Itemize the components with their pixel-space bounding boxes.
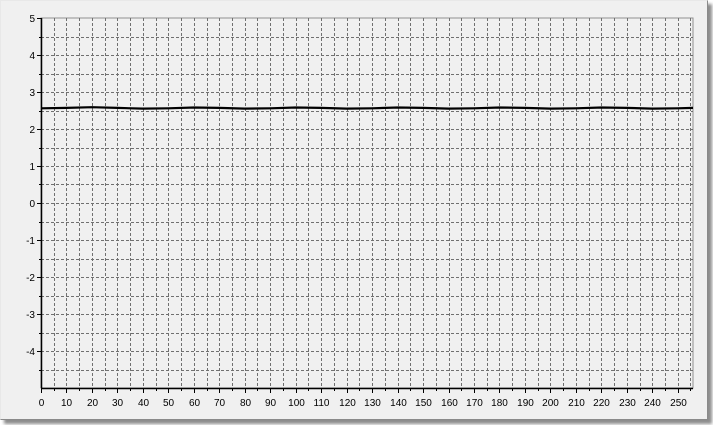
y-tick-label: 5 <box>29 14 35 25</box>
x-tick-label: 190 <box>517 398 534 409</box>
y-tick-label: -2 <box>26 273 35 284</box>
y-tick-label: 4 <box>29 51 35 62</box>
x-tick-label: 230 <box>619 398 636 409</box>
x-tick-label: 250 <box>670 398 687 409</box>
x-tick-label: 110 <box>314 398 330 409</box>
x-tick-label: 120 <box>339 398 356 409</box>
x-tick-label: 50 <box>163 398 175 409</box>
y-tick-label: -4 <box>26 347 35 358</box>
x-tick-label: 160 <box>441 398 458 409</box>
x-tick-label: 40 <box>138 398 150 409</box>
x-tick-label: 210 <box>568 398 585 409</box>
y-tick-label: -3 <box>26 310 35 321</box>
x-tick-label: 180 <box>491 398 508 409</box>
x-tick-label: 170 <box>466 398 483 409</box>
y-tick-label: 0 <box>29 199 35 210</box>
x-tick-label: 90 <box>265 398 277 409</box>
series-line <box>40 106 694 110</box>
x-tick-label: 0 <box>39 398 45 409</box>
x-tick-label: 220 <box>593 398 610 409</box>
y-tick-label: 2 <box>29 125 35 136</box>
x-tick-label: 10 <box>61 398 73 409</box>
x-tick-label: 130 <box>364 398 381 409</box>
x-tick-label: 60 <box>189 398 201 409</box>
x-tick-label: 240 <box>644 398 661 409</box>
x-tick-label: 80 <box>240 398 252 409</box>
grid-layer <box>40 17 694 389</box>
x-tick-label: 140 <box>390 398 407 409</box>
x-tick-label: 20 <box>87 398 99 409</box>
y-tick-label: 3 <box>29 88 35 99</box>
x-tick-label: 200 <box>542 398 559 409</box>
x-tick-label: 150 <box>415 398 432 409</box>
y-tick-label: -1 <box>26 236 35 247</box>
axis-layer <box>37 18 693 393</box>
x-tick-label: 100 <box>288 398 305 409</box>
series-layer <box>40 106 694 110</box>
x-tick-label: 70 <box>214 398 226 409</box>
x-tick-label: 30 <box>112 398 124 409</box>
y-tick-label: 1 <box>29 162 35 173</box>
